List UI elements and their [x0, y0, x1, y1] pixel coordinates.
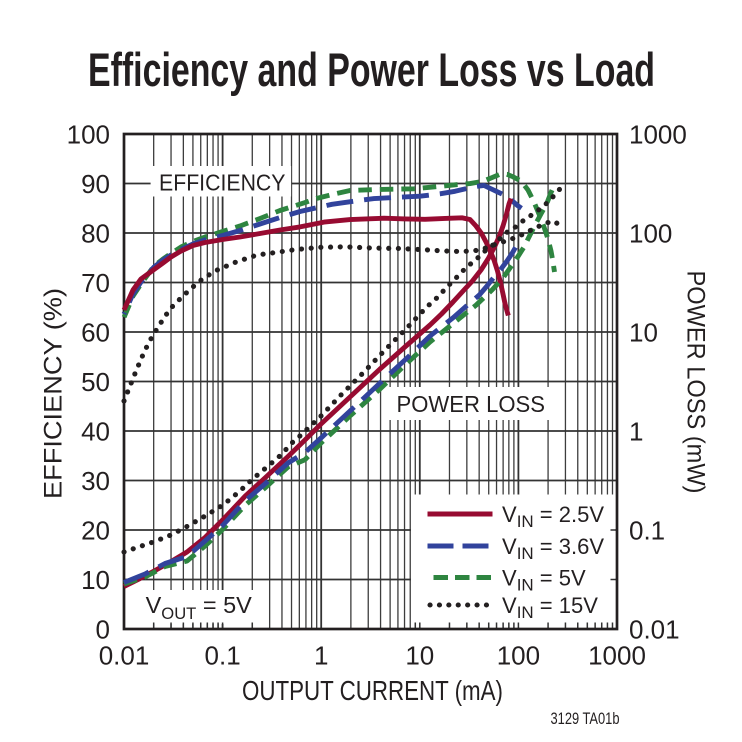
- svg-text:1000: 1000: [629, 119, 687, 149]
- svg-text:100: 100: [67, 119, 110, 149]
- svg-text:0.1: 0.1: [629, 515, 665, 545]
- svg-text:EFFICIENCY: EFFICIENCY: [159, 170, 286, 196]
- svg-text:70: 70: [81, 268, 110, 298]
- svg-text:30: 30: [81, 466, 110, 496]
- svg-text:20: 20: [81, 515, 110, 545]
- svg-text:1: 1: [629, 416, 643, 446]
- svg-text:0.01: 0.01: [99, 641, 150, 671]
- svg-text:50: 50: [81, 367, 110, 397]
- svg-text:60: 60: [81, 317, 110, 347]
- svg-text:3129 TA01b: 3129 TA01b: [551, 709, 620, 728]
- svg-text:0.1: 0.1: [205, 641, 241, 671]
- svg-text:100: 100: [629, 218, 672, 248]
- svg-text:VOUT = 5V: VOUT = 5V: [146, 592, 253, 623]
- svg-text:Efficiency and Power Loss vs L: Efficiency and Power Loss vs Load: [88, 43, 655, 96]
- svg-text:VIN = 15V: VIN = 15V: [502, 593, 598, 622]
- svg-text:1: 1: [314, 641, 328, 671]
- svg-text:90: 90: [81, 169, 110, 199]
- svg-text:80: 80: [81, 218, 110, 248]
- svg-text:1000: 1000: [588, 641, 646, 671]
- svg-text:POWER LOSS (mW): POWER LOSS (mW): [682, 271, 710, 494]
- svg-text:VIN = 5V: VIN = 5V: [502, 566, 586, 595]
- svg-text:40: 40: [81, 416, 110, 446]
- svg-text:10: 10: [81, 565, 110, 595]
- svg-text:0: 0: [96, 614, 110, 644]
- svg-text:0.01: 0.01: [629, 614, 680, 644]
- svg-text:POWER LOSS: POWER LOSS: [397, 391, 546, 417]
- svg-text:100: 100: [497, 641, 540, 671]
- svg-text:OUTPUT CURRENT (mA): OUTPUT CURRENT (mA): [242, 675, 503, 706]
- svg-text:10: 10: [405, 641, 434, 671]
- svg-text:EFFICIENCY (%): EFFICIENCY (%): [40, 288, 68, 499]
- svg-text:10: 10: [629, 317, 658, 347]
